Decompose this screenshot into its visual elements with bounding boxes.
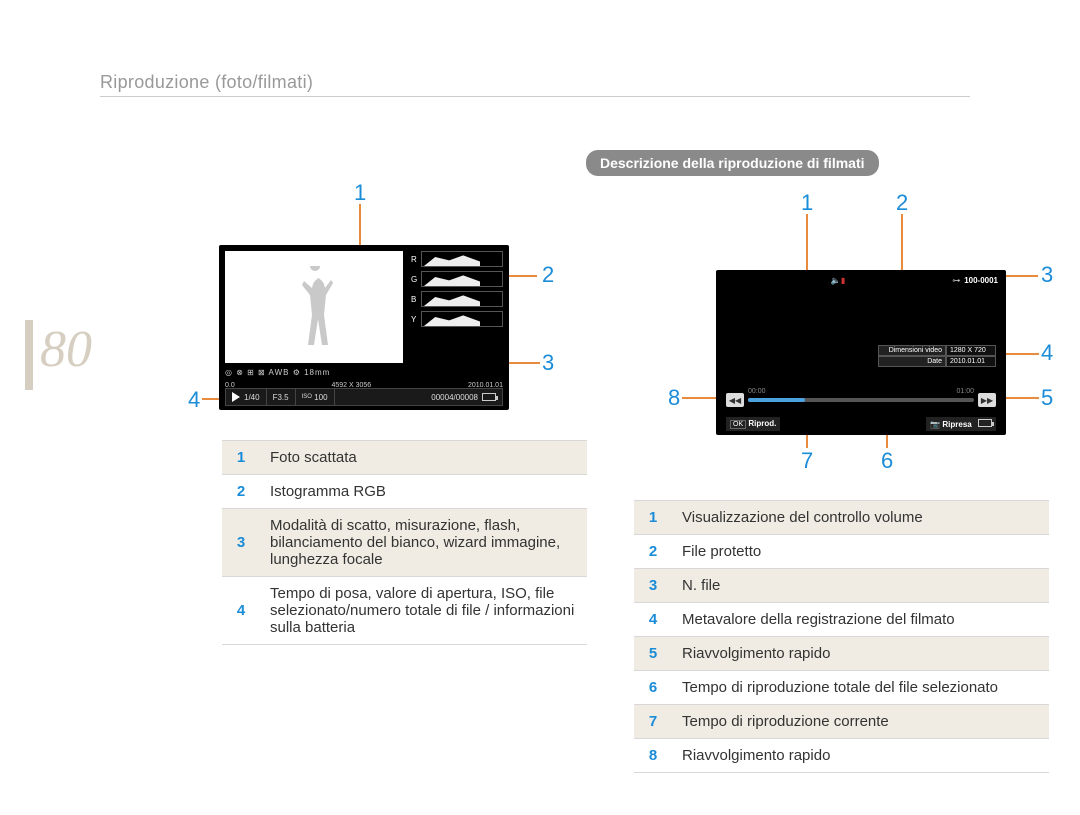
row-num: 8: [634, 739, 672, 773]
video-metadata: Dimensioni video1280 X 720 Date2010.01.0…: [878, 345, 996, 367]
side-tab: [25, 320, 33, 390]
file-counter: 00004/00008: [425, 389, 502, 405]
callout-6: 6: [881, 448, 893, 474]
date-label: Date: [878, 356, 946, 367]
leader: [806, 214, 808, 276]
callout-7: 7: [801, 448, 813, 474]
person-silhouette: [295, 266, 335, 351]
callout-5: 5: [1041, 385, 1053, 411]
histo-label: Y: [411, 315, 421, 324]
video-bottom-bar: OK Riprod. 📷 Ripresa: [726, 417, 996, 431]
row-text: Riavvolgimento rapido: [672, 739, 1049, 773]
ripresa-label: 📷 Ripresa: [926, 417, 996, 431]
right-figure: 1 2 3 4 5 8 6 7 🔈▮ ⊶ 100-0001 Dimensioni…: [586, 190, 1076, 500]
callout-1: 1: [801, 190, 813, 216]
row-text: Foto scattata: [260, 441, 587, 475]
video-lcd: 🔈▮ ⊶ 100-0001 Dimensioni video1280 X 720…: [716, 270, 1006, 435]
callout-4: 4: [1041, 340, 1053, 366]
right-table: 1Visualizzazione del controllo volume 2F…: [634, 500, 1049, 773]
callout-3: 3: [1041, 262, 1053, 288]
row-num: 1: [634, 501, 672, 535]
rewind-button[interactable]: ◀◀: [726, 393, 744, 407]
callout-4: 4: [188, 387, 200, 413]
key-icon: ⊶: [952, 276, 960, 285]
callout-1: 1: [354, 180, 366, 206]
left-table: 1Foto scattata 2Istogramma RGB 3Modalità…: [222, 440, 587, 645]
row-num: 6: [634, 671, 672, 705]
row-text: Riavvolgimento rapido: [672, 637, 1049, 671]
volume-icon: 🔈▮: [831, 276, 845, 285]
row-text: N. file: [672, 569, 1049, 603]
row-text: File protetto: [672, 535, 1049, 569]
callout-8: 8: [668, 385, 680, 411]
track[interactable]: [748, 398, 974, 402]
row-text: Metavalore della registrazione del filma…: [672, 603, 1049, 637]
ok-label: OK Riprod.: [726, 417, 780, 431]
row-text: Tempo di posa, valore di apertura, ISO, …: [260, 577, 587, 645]
page-number: 80: [40, 320, 92, 379]
row-num: 3: [222, 509, 260, 577]
photo-preview: [225, 251, 403, 363]
callout-2: 2: [542, 262, 554, 288]
histo-label: R: [411, 255, 421, 264]
leader: [901, 214, 903, 276]
time-current: 00:00: [748, 388, 766, 395]
aperture: F3.5: [267, 389, 296, 405]
row-text: Visualizzazione del controllo volume: [672, 501, 1049, 535]
callout-3: 3: [542, 350, 554, 376]
row-num: 7: [634, 705, 672, 739]
date-value: 2010.01.01: [946, 356, 996, 367]
left-figure: 1 2 3 4 R G B Y ◎ ⊗ ⊞ ⊠ AWB ⚙ 18mm 0.0: [122, 180, 572, 440]
histogram: R G B Y: [411, 251, 503, 331]
time-total: 01:00: [956, 388, 974, 395]
row-num: 2: [634, 535, 672, 569]
page-header: Riproduzione (foto/filmati): [100, 72, 313, 93]
iso-label: ISO 100: [296, 389, 335, 405]
row-num: 2: [222, 475, 260, 509]
right-column: Descrizione della riproduzione di filmat…: [586, 150, 1076, 773]
row-text: Tempo di riproduzione totale del file se…: [672, 671, 1049, 705]
histo-label: G: [411, 275, 421, 284]
histo-label: B: [411, 295, 421, 304]
header-rule: [100, 96, 970, 97]
progress-bar: ◀◀ 00:00 01:00 ▶▶: [726, 393, 996, 407]
file-number: 100-0001: [964, 276, 998, 285]
video-top-bar: 🔈▮ ⊶ 100-0001: [716, 276, 1006, 285]
row-num: 5: [634, 637, 672, 671]
row-num: 4: [222, 577, 260, 645]
left-column: 1 2 3 4 R G B Y ◎ ⊗ ⊞ ⊠ AWB ⚙ 18mm 0.0: [122, 180, 572, 645]
forward-button[interactable]: ▶▶: [978, 393, 996, 407]
mode-icons: ◎ ⊗ ⊞ ⊠ AWB ⚙ 18mm: [225, 368, 330, 377]
section-pill: Descrizione della riproduzione di filmat…: [586, 150, 879, 176]
photo-lcd: R G B Y ◎ ⊗ ⊞ ⊠ AWB ⚙ 18mm 0.0 4592 X 30…: [219, 245, 509, 410]
row-text: Tempo di riproduzione corrente: [672, 705, 1049, 739]
row-text: Modalità di scatto, misurazione, flash, …: [260, 509, 587, 577]
row-num: 3: [634, 569, 672, 603]
callout-2: 2: [896, 190, 908, 216]
dim-label: Dimensioni video: [878, 345, 946, 356]
row-num: 4: [634, 603, 672, 637]
row-text: Istogramma RGB: [260, 475, 587, 509]
play-icon: 1/40: [226, 389, 267, 405]
dim-value: 1280 X 720: [946, 345, 996, 356]
row-num: 1: [222, 441, 260, 475]
status-bar: 1/40 F3.5 ISO 100 00004/00008: [225, 388, 503, 406]
